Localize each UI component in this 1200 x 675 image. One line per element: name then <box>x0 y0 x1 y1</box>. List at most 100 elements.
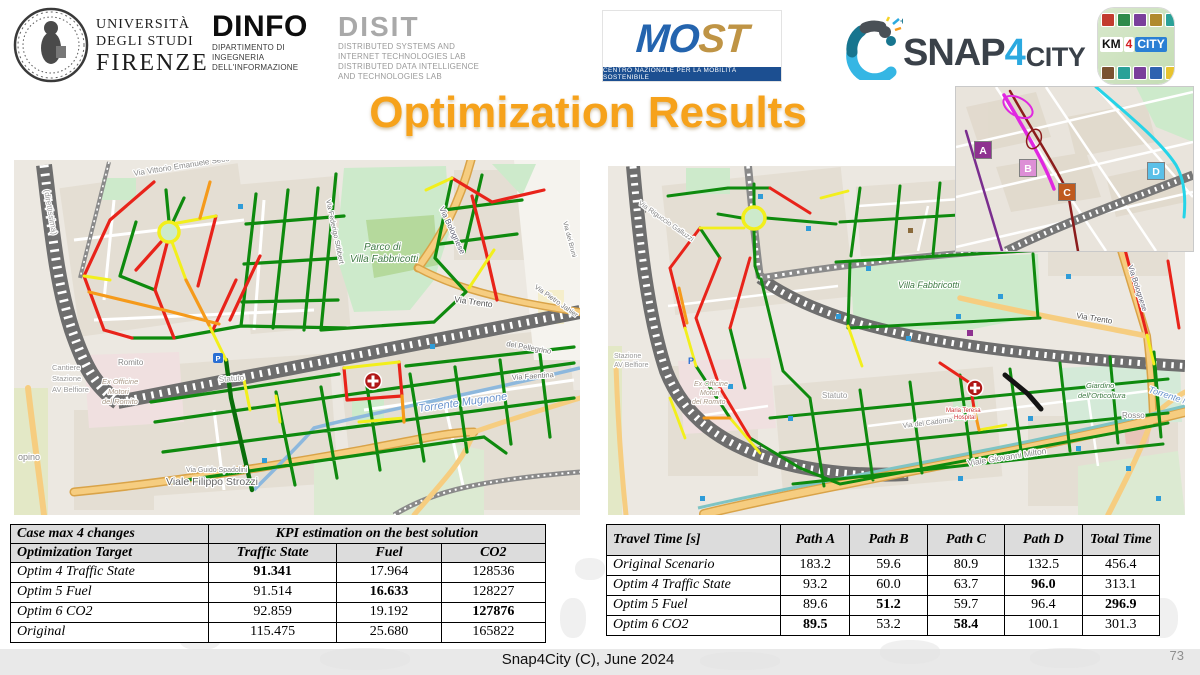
table-cell: 17.964 <box>336 562 442 583</box>
most-wordmark: MO ST <box>601 11 783 67</box>
most-logo: MO ST CENTRO NAZIONALE PER LA MOBILITÀ SO… <box>602 10 782 82</box>
unifi-wordmark: UNIVERSITÀ DEGLI STUDI FIRENZE <box>96 16 209 76</box>
route-a <box>964 129 1004 251</box>
station-label: AV Belfiore <box>614 362 649 369</box>
km4city-wordmark: KM 4 CITY <box>1100 37 1167 52</box>
table-row: Optim 6 CO2 89.5 53.2 58.4 100.1 301.3 <box>605 615 1161 636</box>
area-label: Motori <box>108 387 129 396</box>
svg-text:C: C <box>1063 187 1071 199</box>
area-label: Motori <box>700 390 720 397</box>
unifi-seal <box>13 7 89 83</box>
table-cell: 89.6 <box>780 595 851 616</box>
area-label: del Romito <box>102 397 138 406</box>
disit-logo: DISIT DISTRIBUTED SYSTEMS AND INTERNET T… <box>338 12 488 81</box>
table-header-cell: Path B <box>849 524 928 556</box>
snap-4: 4 <box>1004 32 1026 74</box>
watermark-shape <box>700 652 780 670</box>
table-cell: 296.9 <box>1081 595 1161 616</box>
watermark-shape <box>880 640 940 664</box>
table-cell: 60.0 <box>849 575 928 596</box>
street-label: Via Faentina <box>512 370 555 382</box>
table-cell: 51.2 <box>849 595 928 616</box>
dinfo-sub2: INGEGNERIA <box>212 53 265 62</box>
table-row: Optim 4 Traffic State 91.341 17.964 128536 <box>10 562 547 583</box>
parking-icon: P <box>688 356 694 366</box>
table-cell: 16.633 <box>336 582 442 603</box>
traffic-closed-segments <box>1002 372 1044 412</box>
area-label: AV Belfiore <box>52 385 89 394</box>
svg-text:B: B <box>1024 163 1032 175</box>
unifi-line2: DEGLI STUDI <box>96 34 194 49</box>
table-row-label: Original <box>10 622 209 643</box>
traffic-yellow-segments <box>82 176 496 424</box>
km4city-badges-bottom <box>1101 66 1174 80</box>
snap4city-c-icon: + <box>846 16 903 80</box>
station-label: Stazione <box>614 353 641 360</box>
park-label: Villa Fabbricotti <box>898 280 960 290</box>
traffic-yellow-segments <box>668 189 1156 455</box>
sensor-markers <box>700 194 1161 501</box>
table-cell: 96.4 <box>1004 595 1083 616</box>
table-cell: 183.2 <box>780 555 851 576</box>
km4city-4: 4 <box>1123 37 1135 52</box>
table-cell: 19.192 <box>336 602 442 623</box>
table-cell: 100.1 <box>1004 615 1083 636</box>
hospital-icon <box>363 371 383 391</box>
area-label: opino <box>18 452 40 462</box>
area-label: Cantiere <box>52 363 80 372</box>
km4city-km: KM <box>1100 37 1123 52</box>
traffic-red-segments <box>82 176 546 402</box>
table-cell: 115.475 <box>207 622 338 643</box>
route-b <box>1002 93 1056 191</box>
traffic-orange-segments <box>87 180 406 424</box>
street-label: Viale Filippo Strozzi <box>166 476 258 488</box>
route-c-zone <box>1025 128 1043 150</box>
station-label: Statuto <box>219 373 245 384</box>
table-header-cell: Path A <box>780 524 851 556</box>
footer-credit: Snap4City (C), June 2024 <box>501 651 675 668</box>
table-cell: 301.3 <box>1081 615 1161 636</box>
path-marker-a: A <box>974 141 992 159</box>
table-row-label: Optim 4 Traffic State <box>605 575 782 596</box>
railway <box>1004 170 1193 251</box>
dinfo-sub3: DELL'INFORMAZIONE <box>212 63 299 72</box>
table-row-label: Optim 6 CO2 <box>10 602 209 623</box>
table-cell: 127876 <box>440 602 547 623</box>
parking-icon: P <box>213 353 223 363</box>
table-cell: 91.341 <box>207 562 338 583</box>
most-st: ST <box>697 17 750 61</box>
left-traffic-map: P Via Vittorio Emanuele Seco (direttissi… <box>14 160 580 515</box>
watermark-shape <box>575 558 605 580</box>
table-header-cell: Total Time <box>1081 524 1161 556</box>
church-icon: † <box>643 204 648 214</box>
table-row-label: Optim 4 Traffic State <box>10 562 209 583</box>
table-cell: 89.5 <box>780 615 851 636</box>
svg-text:A: A <box>979 145 987 157</box>
disit-wordmark: DISIT <box>338 11 420 42</box>
roundabout <box>157 220 181 244</box>
railway <box>36 161 580 515</box>
path-marker-b: B <box>1019 159 1037 177</box>
snap4city-logo: + SNAP 4 CITY <box>845 12 1086 80</box>
km4city-icon: KM 4 CITY <box>1098 8 1174 84</box>
page-number: 73 <box>1169 648 1184 663</box>
kpi-table: Case max 4 changes KPI estimation on the … <box>10 524 547 643</box>
table-header-cell: Path D <box>1004 524 1083 556</box>
table-cell: 313.1 <box>1081 575 1161 596</box>
museum-icon <box>908 228 913 233</box>
snap-city-word: CITY <box>1025 42 1086 72</box>
route-b-zone <box>1002 94 1034 120</box>
table-cell: 25.680 <box>336 622 442 643</box>
table-header-cell: KPI estimation on the best solution <box>207 524 547 544</box>
watermark-shape <box>320 648 410 670</box>
table-cell: 80.9 <box>926 555 1006 576</box>
disit-sub1: DISTRIBUTED SYSTEMS AND <box>338 42 456 51</box>
river-mugnone <box>252 366 580 492</box>
watermark-shape <box>560 598 586 638</box>
table-row-label: Optim 5 Fuel <box>10 582 209 603</box>
table-cell: 63.7 <box>926 575 1006 596</box>
page-title: Optimization Results <box>369 88 807 137</box>
table-cell: 58.4 <box>926 615 1006 636</box>
table-row: Optim 5 Fuel 89.6 51.2 59.7 96.4 296.9 <box>605 595 1161 616</box>
table-cell: 59.6 <box>849 555 928 576</box>
